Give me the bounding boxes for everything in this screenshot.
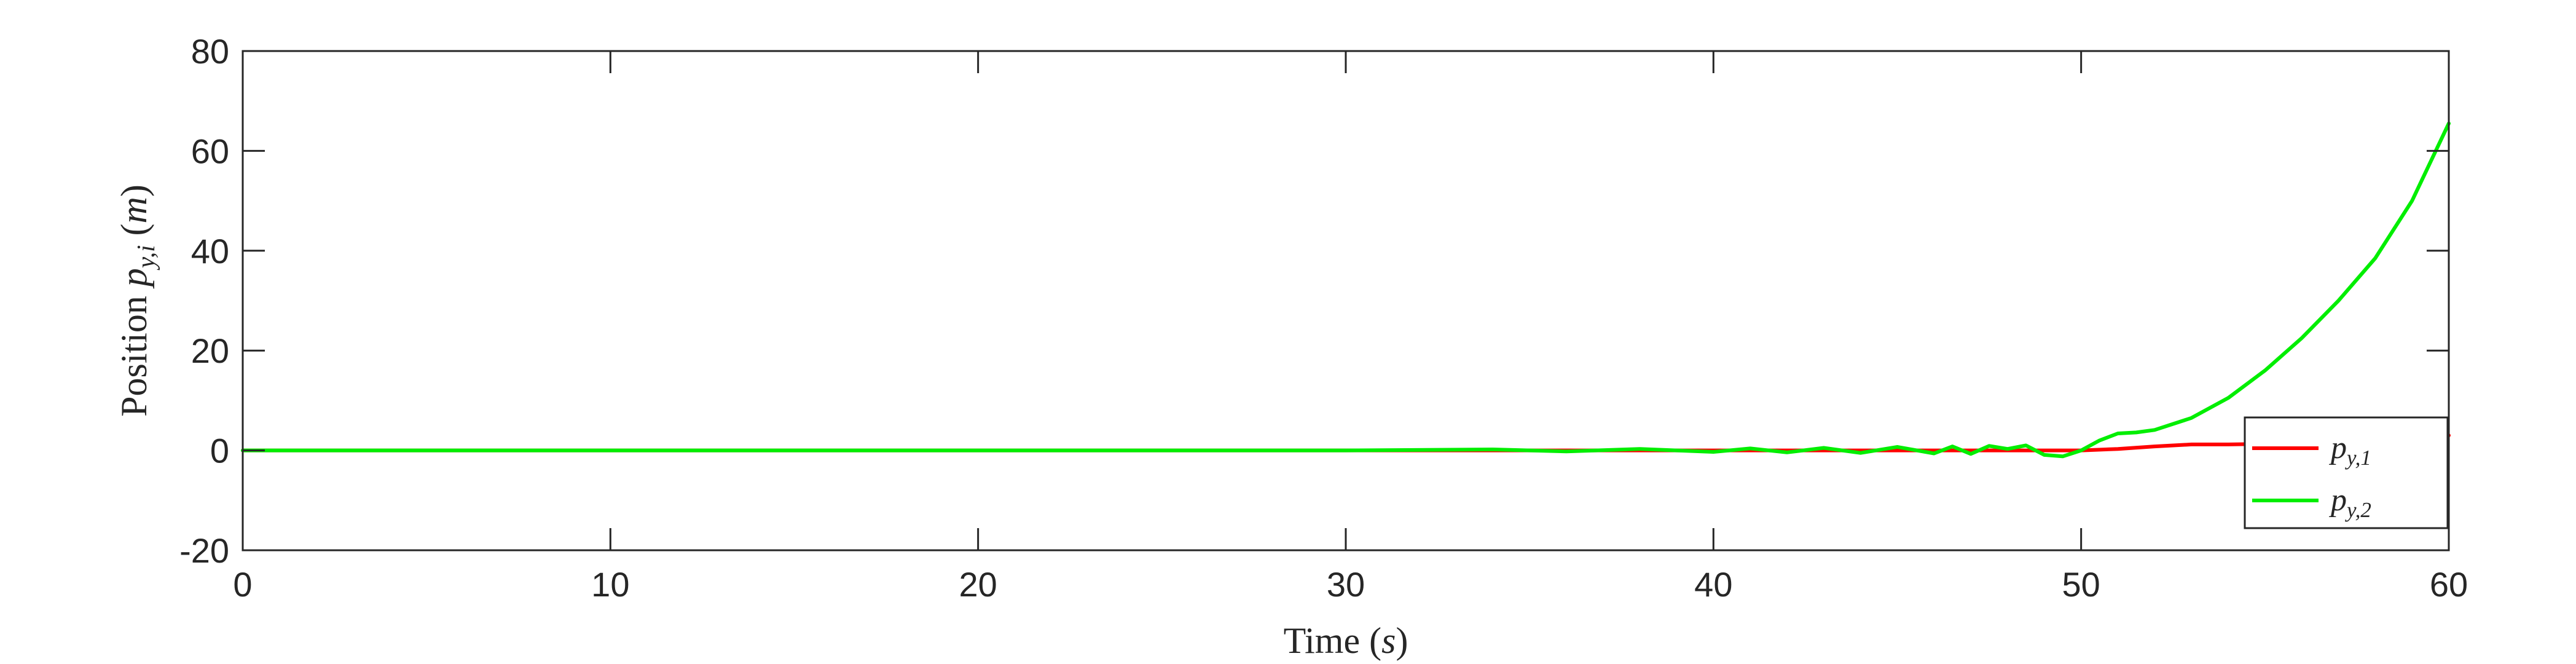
x-tick-label: 50 — [2062, 565, 2100, 604]
y-axis-title: Position py,i (m) — [114, 184, 160, 417]
y-tick-label: 0 — [210, 432, 229, 470]
y-tick-label: -20 — [179, 531, 229, 570]
x-tick-labels: 0 10 20 30 40 50 60 — [233, 565, 2468, 604]
series-line-2 — [241, 121, 2451, 459]
legend-box — [2244, 416, 2449, 529]
x-tick-label: 0 — [233, 565, 252, 604]
x-tick-label: 60 — [2430, 565, 2468, 604]
x-tick-label: 40 — [1694, 565, 1732, 604]
legend-label-1: py,1 — [2328, 430, 2371, 470]
y-tick-label: 20 — [191, 331, 229, 370]
legend: py,1 py,2 — [2244, 416, 2449, 529]
y-tick-labels: -20 0 20 40 60 80 — [179, 32, 229, 570]
ticks-layer — [242, 50, 2450, 551]
y-tick-label: 60 — [191, 132, 229, 170]
y-tick-label: 80 — [191, 32, 229, 71]
x-tick-label: 20 — [959, 565, 997, 604]
x-tick-label: 30 — [1327, 565, 1365, 604]
plot-area — [243, 51, 2449, 550]
legend-label-2: py,2 — [2328, 483, 2371, 522]
y-tick-label: 40 — [191, 232, 229, 271]
x-tick-label: 10 — [591, 565, 629, 604]
x-axis-title: Time (s) — [1284, 620, 1408, 661]
